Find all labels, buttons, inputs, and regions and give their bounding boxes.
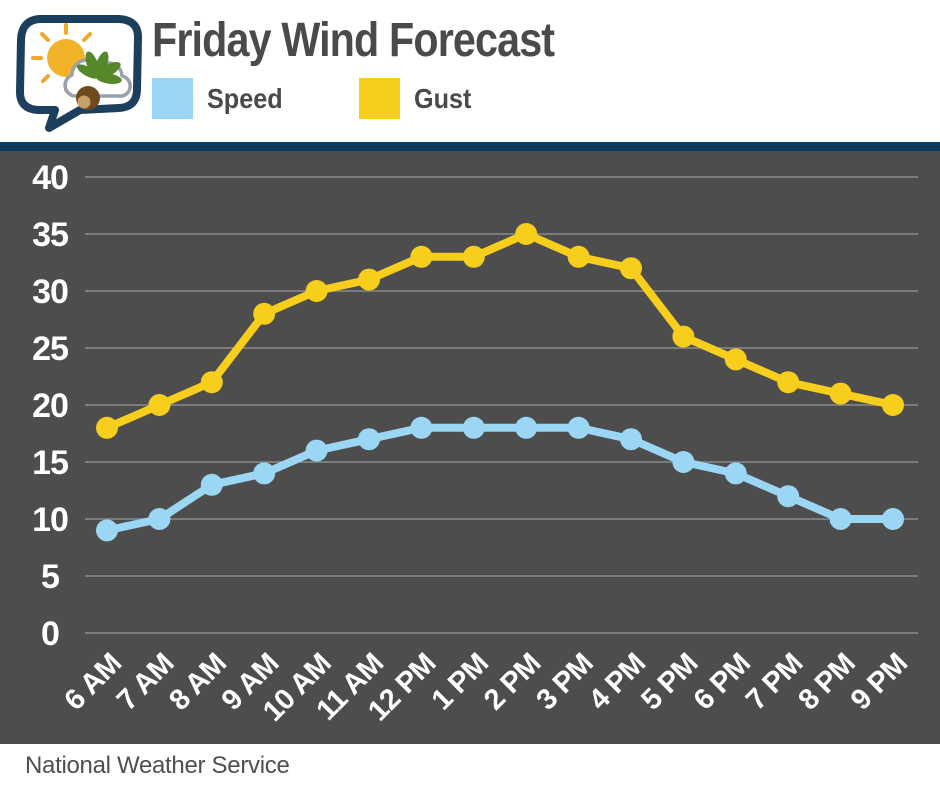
gust-line [103, 230, 897, 432]
gust-data-point [724, 348, 747, 371]
chart-legend: Speed Gust [152, 78, 620, 120]
speed-data-point [358, 428, 380, 451]
gust-data-point [829, 382, 852, 405]
speed-data-point [200, 473, 223, 496]
y-axis-tick-label: 15 [32, 444, 68, 482]
y-axis-tick-label: 20 [32, 387, 68, 425]
y-axis-tick-label: 40 [32, 159, 68, 197]
gust-data-point [462, 245, 485, 268]
weather-logo [8, 6, 148, 134]
speed-data-point [672, 451, 695, 473]
x-axis-tick-label: 6 AM [58, 647, 127, 716]
legend-item-gust: Gust [359, 78, 478, 120]
header: Friday Wind Forecast Speed Gust [0, 0, 940, 142]
gust-data-point [777, 371, 800, 394]
gust-data-point [620, 257, 642, 280]
gust-data-point [672, 325, 695, 348]
gust-legend-label: Gust [414, 82, 472, 114]
gust-data-point [410, 245, 433, 268]
speed-data-point [96, 519, 118, 542]
header-text: Friday Wind Forecast Speed Gust [152, 0, 620, 120]
x-axis-tick-label: 4 PM [583, 647, 652, 716]
divider-bar [0, 142, 940, 151]
speed-data-point [777, 485, 800, 508]
speed-data-point [253, 462, 276, 485]
y-axis-tick-label: 10 [32, 501, 68, 539]
gust-data-point [515, 223, 538, 245]
x-axis-tick-label: 2 PM [478, 647, 547, 716]
page-title: Friday Wind Forecast [152, 14, 555, 67]
buckeye-nut-icon [76, 86, 100, 110]
x-axis-tick-label: 5 PM [635, 647, 704, 716]
speed-data-point [148, 508, 171, 530]
x-axis-tick-label: 1 PM [426, 647, 495, 716]
gust-data-point [148, 394, 171, 416]
speed-data-point [882, 508, 904, 530]
y-axis-tick-label: 35 [32, 216, 68, 254]
source-attribution: National Weather Service [25, 752, 290, 779]
gust-data-point [567, 245, 590, 268]
y-axis-tick-label: 5 [41, 558, 59, 596]
gust-legend-swatch [359, 78, 401, 120]
x-axis-tick-label: 7 AM [111, 647, 180, 716]
speed-data-point [724, 462, 747, 485]
gust-data-point [882, 394, 904, 416]
buckeye-leaf-icon [76, 51, 122, 84]
gust-data-point [200, 371, 223, 394]
legend-item-speed: Speed [152, 78, 291, 120]
x-axis-tick-label: 6 PM [688, 647, 757, 716]
speed-data-point [305, 439, 328, 462]
y-axis-tick-label: 0 [41, 615, 59, 653]
speed-data-point [567, 416, 590, 439]
speed-legend-label: Speed [207, 82, 283, 114]
y-axis-tick-label: 25 [32, 330, 68, 368]
chart-area: 0 5 10 15 20 25 30 35 40 6 AM 7 AM 8 AM 9 AM 10 AM 11 … [0, 151, 940, 744]
speed-line [103, 423, 897, 535]
speed-data-point [829, 508, 852, 530]
gust-data-point [96, 416, 118, 439]
x-axis-tick-label: 8 AM [163, 647, 232, 716]
gust-data-point [253, 302, 276, 325]
speed-data-point [462, 416, 485, 439]
speed-data-point [515, 416, 538, 439]
speed-legend-swatch [152, 78, 193, 120]
x-axis-tick-label: 8 PM [792, 647, 861, 716]
speech-bubble-sun-cloud-buckeye-logo-icon [16, 15, 142, 132]
gust-data-point [305, 280, 328, 302]
x-axis-tick-label: 9 PM [845, 647, 914, 716]
y-axis-tick-label: 30 [32, 273, 68, 311]
x-axis-tick-label: 7 PM [740, 647, 809, 716]
x-axis-tick-label: 3 PM [530, 647, 599, 716]
footer: National Weather Service [0, 744, 940, 788]
speed-data-point [620, 428, 642, 451]
speed-data-point [410, 416, 433, 439]
gust-data-point [358, 268, 380, 291]
